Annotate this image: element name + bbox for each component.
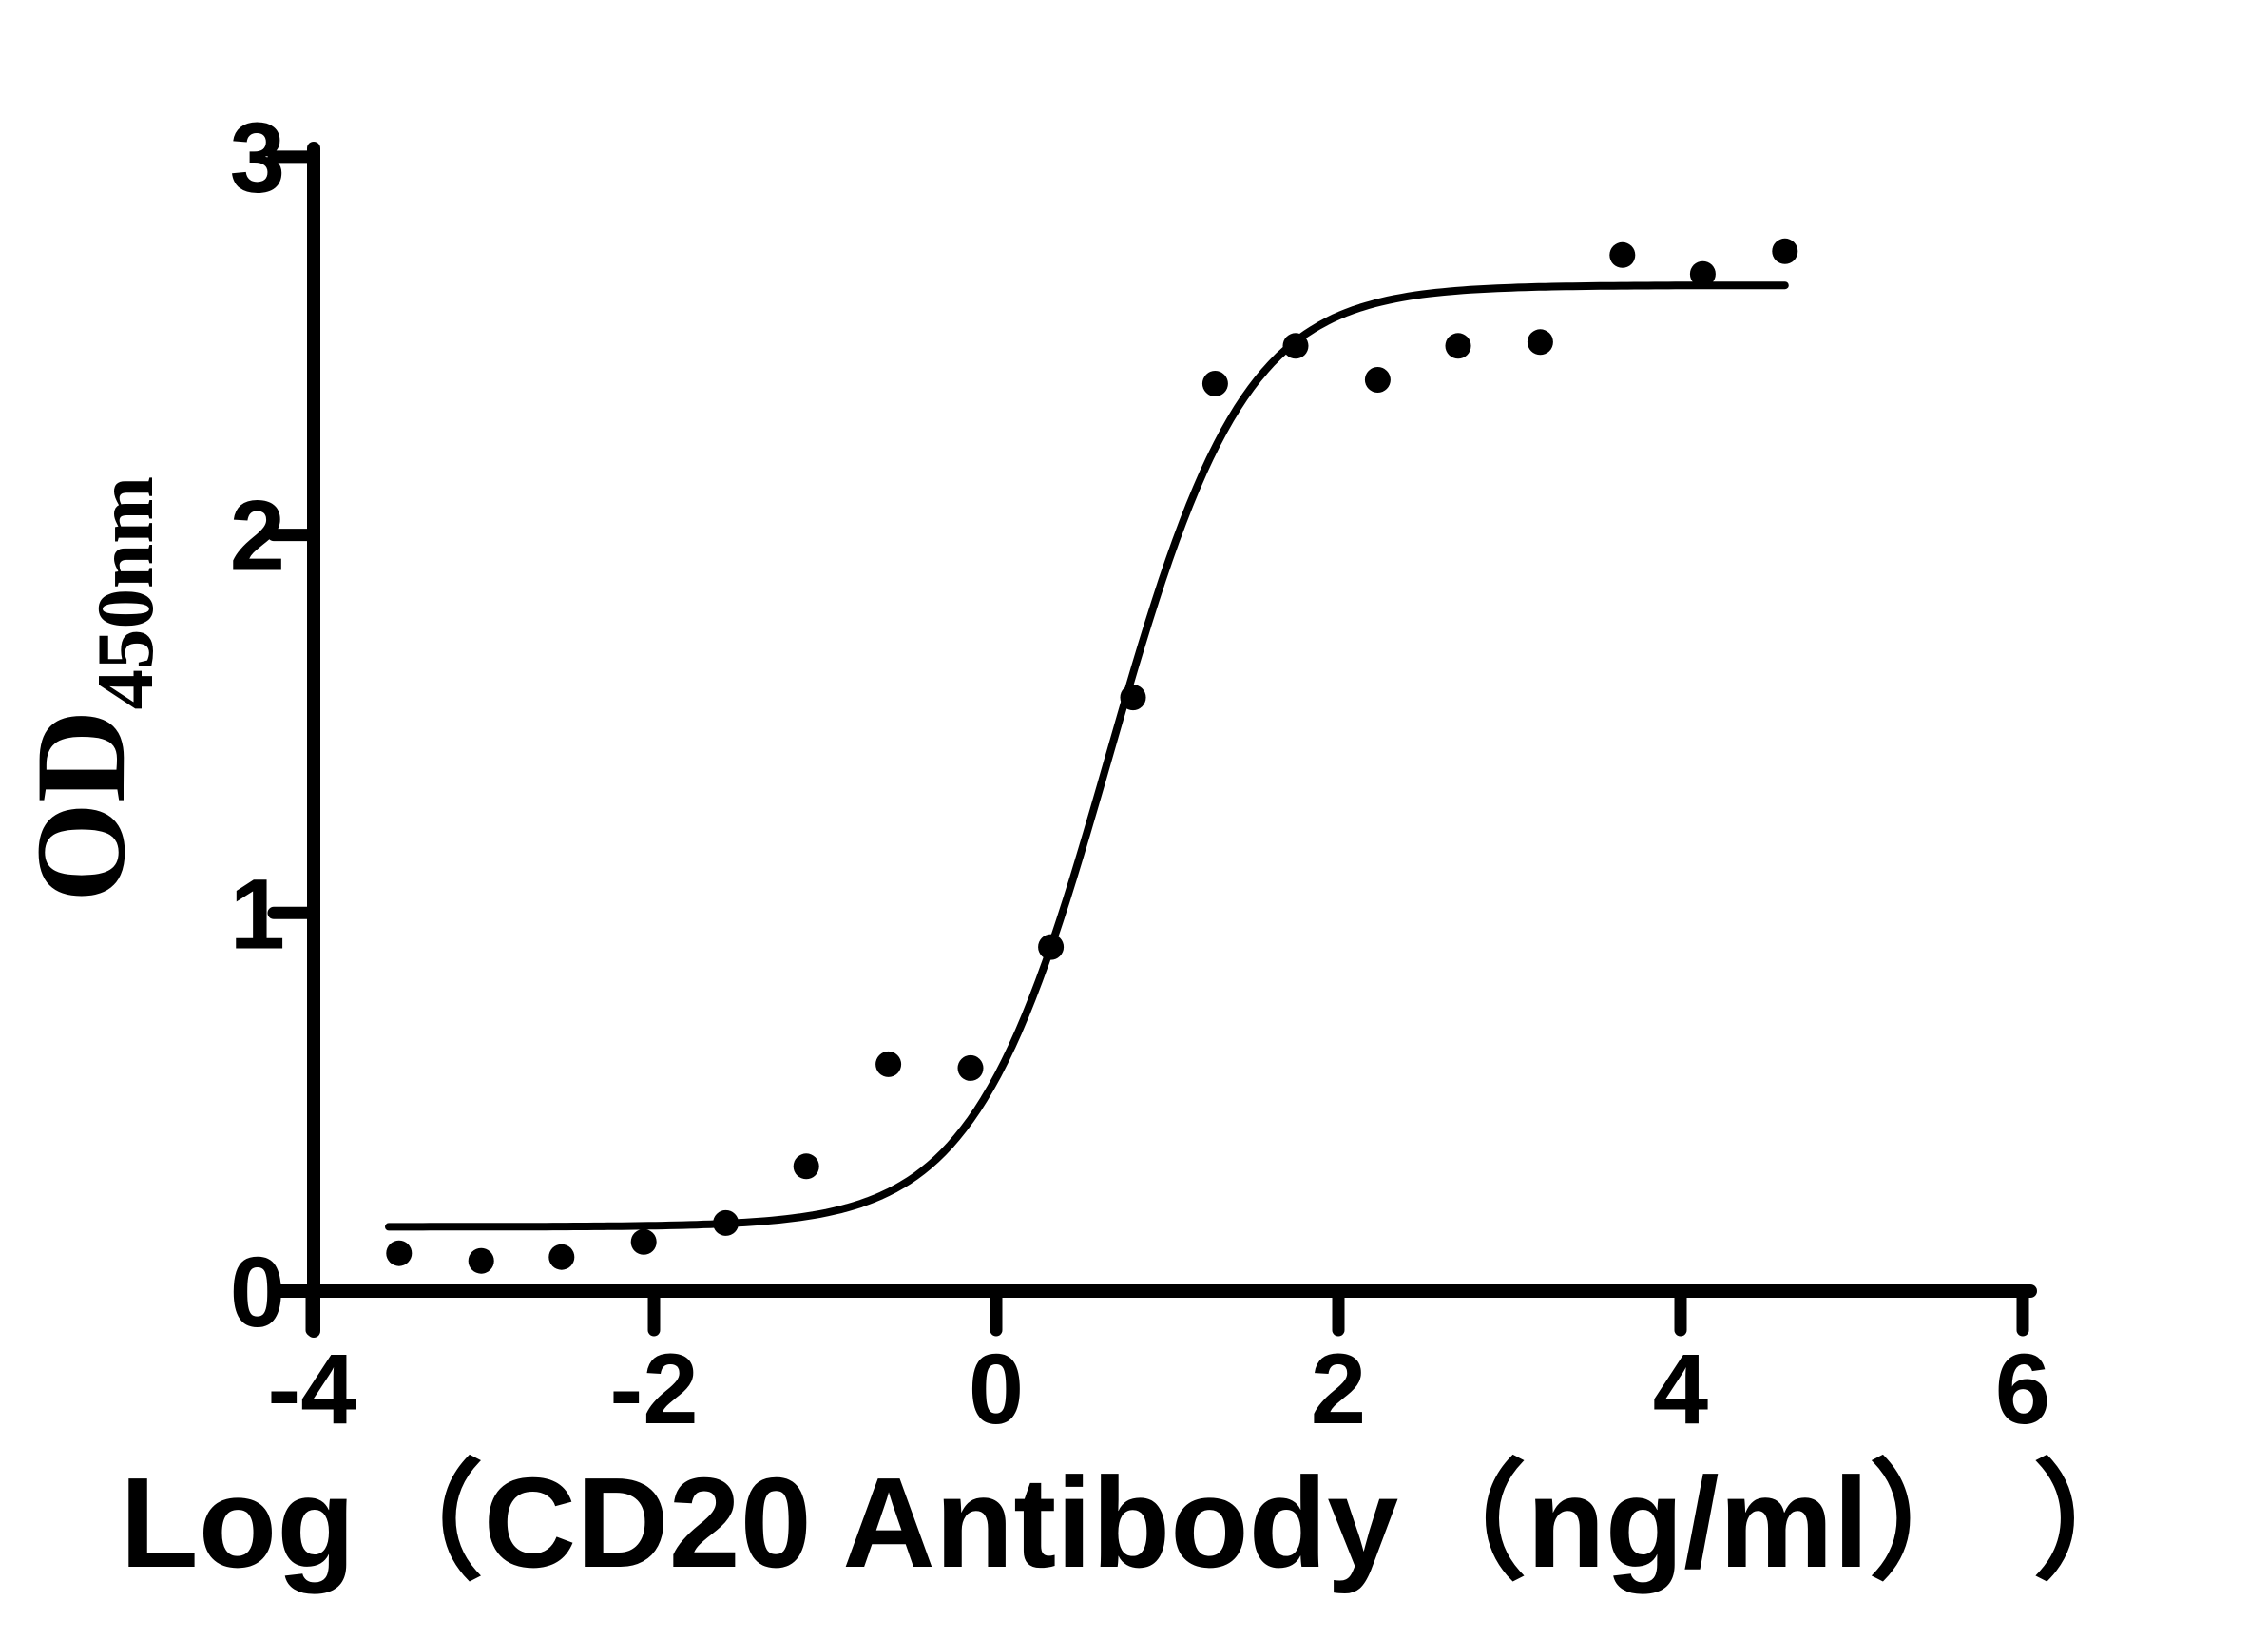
x-tick-label-0: 0 (969, 1334, 1024, 1445)
data-point-8 (1038, 934, 1065, 960)
y-tick-label-0: 0 (230, 1237, 285, 1348)
data-point-7 (957, 1054, 984, 1081)
data-point-0 (386, 1240, 413, 1266)
data-point-2 (548, 1244, 575, 1270)
data-point-10 (1201, 371, 1228, 396)
data-point-1 (468, 1247, 494, 1274)
y-axis-title-subscript: 450nm (81, 476, 170, 710)
data-point-15 (1609, 241, 1636, 268)
x-tick-label--2: -2 (609, 1334, 698, 1445)
data-point-12 (1364, 367, 1391, 393)
tick-labels-group: 0 1 2 3 -4 -2 0 2 4 6 (230, 103, 2051, 1445)
data-point-17 (1772, 238, 1798, 264)
data-point-5 (793, 1153, 819, 1180)
data-point-14 (1527, 329, 1553, 356)
data-points-group (386, 238, 1798, 1274)
data-point-9 (1120, 685, 1146, 711)
y-tick-label-3: 3 (230, 103, 285, 214)
x-tick-label--4: -4 (267, 1334, 356, 1445)
y-axis-title-main: OD (10, 710, 152, 903)
data-point-13 (1445, 333, 1471, 359)
y-tick-label-2: 2 (230, 481, 285, 592)
fit-curve-group (385, 281, 1789, 1231)
x-tick-label-4: 4 (1653, 1334, 1708, 1445)
data-point-4 (713, 1209, 740, 1236)
y-tick-label-1: 1 (230, 859, 285, 970)
data-point-16 (1689, 260, 1716, 287)
x-tick-label-6: 6 (1995, 1334, 2050, 1445)
x-axis-title: Log（CD20 Antibody（ng/ml） ） (120, 1451, 2161, 1594)
data-point-3 (630, 1228, 657, 1255)
fit-curve (385, 281, 1789, 1231)
x-tick-label-2: 2 (1311, 1334, 1366, 1445)
data-point-6 (875, 1051, 902, 1077)
y-axis-title: OD450nm (10, 476, 170, 902)
data-point-11 (1282, 333, 1309, 359)
axes-group (267, 142, 2037, 1338)
